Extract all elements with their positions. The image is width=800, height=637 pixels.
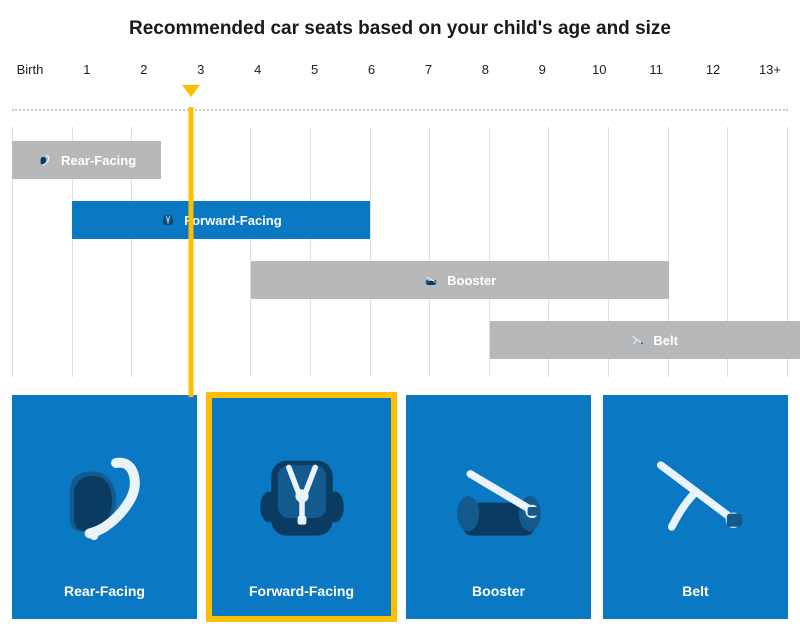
booster-icon: [414, 409, 583, 583]
bar-label: Forward-Facing: [184, 213, 282, 228]
age-tick-8[interactable]: 8: [469, 62, 501, 77]
age-marker-row[interactable]: [12, 85, 788, 103]
age-tick-10[interactable]: 10: [583, 62, 615, 77]
chart-bars: Rear-Facing Forward-Facing Booster Belt: [12, 127, 788, 377]
bar-label: Belt: [653, 333, 678, 348]
age-tick-12[interactable]: 12: [697, 62, 729, 77]
bar-booster[interactable]: Booster: [251, 261, 669, 299]
age-tick-6[interactable]: 6: [356, 62, 388, 77]
timeline-rule: [12, 109, 788, 111]
rear-facing-icon: [20, 409, 189, 583]
age-tick-2[interactable]: 2: [128, 62, 160, 77]
age-tick-9[interactable]: 9: [526, 62, 558, 77]
card-belt[interactable]: Belt: [603, 395, 788, 619]
card-booster[interactable]: Booster: [406, 395, 591, 619]
age-tick-4[interactable]: 4: [242, 62, 274, 77]
age-marker[interactable]: [182, 85, 200, 97]
belt-icon: [611, 409, 780, 583]
card-label: Belt: [682, 583, 708, 599]
card-label: Booster: [472, 583, 525, 599]
card-label: Rear-Facing: [64, 583, 145, 599]
age-ticks: Birth12345678910111213+: [12, 62, 788, 85]
age-tick-7[interactable]: 7: [412, 62, 444, 77]
card-forward-facing[interactable]: Forward-Facing: [209, 395, 394, 619]
bar-forward-facing[interactable]: Forward-Facing: [72, 201, 370, 239]
page-title: Recommended car seats based on your chil…: [6, 18, 794, 40]
bar-label: Booster: [447, 273, 496, 288]
bar-rear-facing[interactable]: Rear-Facing: [12, 141, 161, 179]
card-label: Forward-Facing: [249, 583, 354, 599]
age-tick-13[interactable]: 13+: [754, 62, 786, 77]
timeline: Birth12345678910111213+ Rear-Facing Forw…: [12, 62, 788, 377]
gantt-chart: Rear-Facing Forward-Facing Booster Belt: [12, 127, 788, 377]
bar-label: Rear-Facing: [61, 153, 136, 168]
card-rear-facing[interactable]: Rear-Facing: [12, 395, 197, 619]
age-tick-3[interactable]: 3: [185, 62, 217, 77]
booster-icon: [423, 272, 439, 288]
age-tick-11[interactable]: 11: [640, 62, 672, 77]
age-tick-1[interactable]: 1: [71, 62, 103, 77]
seat-cards: Rear-Facing Forward-Facing Booster: [12, 395, 788, 619]
age-line: [189, 107, 194, 397]
age-tick-5[interactable]: 5: [299, 62, 331, 77]
forward-facing-icon: [160, 212, 176, 228]
belt-icon: [629, 332, 645, 348]
bar-belt[interactable]: Belt: [490, 321, 800, 359]
forward-facing-icon: [217, 409, 386, 583]
age-tick-0[interactable]: Birth: [14, 62, 46, 77]
rear-facing-icon: [37, 152, 53, 168]
